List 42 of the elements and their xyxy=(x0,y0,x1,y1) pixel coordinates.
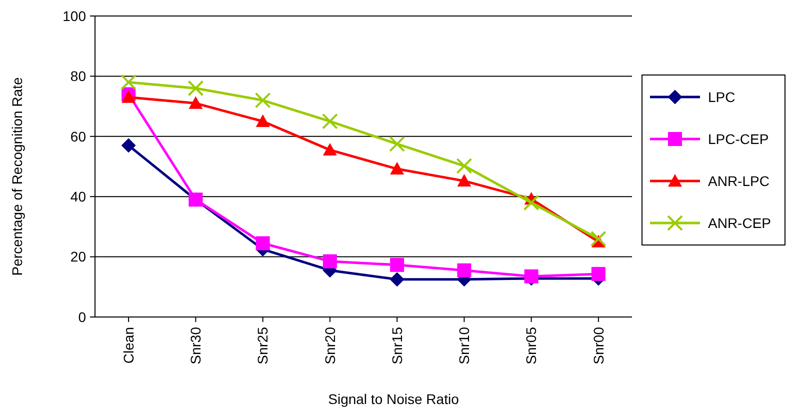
point xyxy=(322,113,338,130)
point xyxy=(524,269,538,284)
legend-label: LPC-CEP xyxy=(708,130,769,147)
point xyxy=(390,162,404,175)
x-tick-label: Snr00 xyxy=(590,326,606,364)
point xyxy=(256,114,270,127)
point xyxy=(457,263,472,278)
x-tick-label: Snr30 xyxy=(188,326,204,364)
point xyxy=(322,254,337,268)
point xyxy=(523,194,540,211)
point xyxy=(122,90,136,103)
point xyxy=(121,138,136,153)
point xyxy=(254,92,271,108)
y-tick-label: 40 xyxy=(70,188,86,204)
point xyxy=(390,258,404,272)
point xyxy=(456,158,472,174)
point xyxy=(188,80,204,96)
x-tick-label: Snr15 xyxy=(388,326,405,364)
point xyxy=(120,74,137,90)
y-axis-title: Percentage of Recognition Rate xyxy=(9,77,25,276)
point xyxy=(457,174,472,187)
x-axis-title: Signal to Noise Ratio xyxy=(328,391,460,407)
legend-label: ANR-LPC xyxy=(708,172,770,189)
legend-label: LPC xyxy=(708,88,736,105)
point xyxy=(390,272,404,287)
x-tick-label: Clean xyxy=(120,327,136,364)
x-tick-label: Snr20 xyxy=(322,326,338,364)
x-tick-label: Snr05 xyxy=(523,326,540,364)
point xyxy=(322,142,337,156)
point xyxy=(590,230,606,247)
y-tick-label: 20 xyxy=(70,248,86,265)
y-tick-label: 60 xyxy=(70,128,86,144)
y-tick-label: 0 xyxy=(78,308,86,325)
point xyxy=(256,236,270,250)
y-tick-label: 80 xyxy=(70,68,86,84)
point xyxy=(188,96,203,109)
x-tick-label: Snr10 xyxy=(456,326,472,364)
point xyxy=(591,266,606,281)
x-tick-label: Snr25 xyxy=(254,326,271,364)
legend-label: ANR-CEP xyxy=(708,214,772,231)
y-tick-label: 100 xyxy=(62,8,86,24)
point xyxy=(389,136,406,152)
